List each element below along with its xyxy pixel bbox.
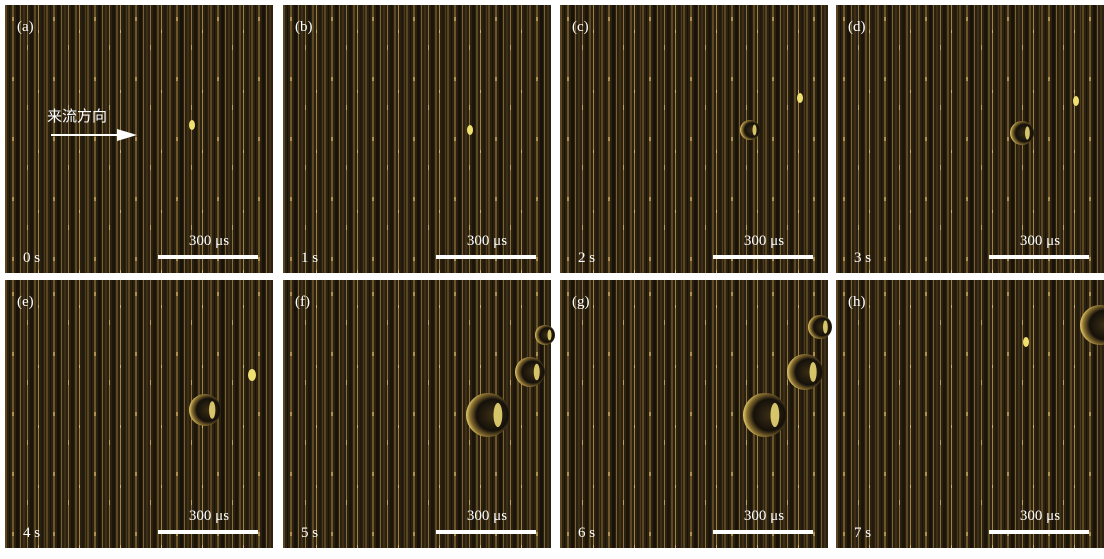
micrograph bbox=[836, 5, 1104, 273]
panel-label: (d) bbox=[848, 19, 866, 35]
micrograph bbox=[5, 5, 273, 273]
scale-bar-label: 300 μs bbox=[1020, 508, 1060, 524]
micrograph bbox=[283, 5, 551, 273]
particle bbox=[797, 93, 803, 103]
scale-bar bbox=[713, 530, 813, 534]
bubble bbox=[466, 393, 510, 437]
panel: (b) 1 s 300 μs bbox=[283, 5, 551, 273]
bubble bbox=[743, 393, 787, 437]
scale-bar-label: 300 μs bbox=[744, 508, 784, 524]
bubble-highlight bbox=[548, 330, 552, 341]
micrograph bbox=[560, 280, 828, 548]
bubble bbox=[787, 354, 823, 390]
scale-bar bbox=[436, 530, 536, 534]
particle bbox=[248, 369, 256, 381]
panel-label: (h) bbox=[848, 294, 866, 310]
time-label: 7 s bbox=[854, 525, 871, 541]
bubble bbox=[515, 357, 545, 387]
scale-bar-label: 300 μs bbox=[467, 508, 507, 524]
time-label: 6 s bbox=[578, 525, 595, 541]
bubble-highlight bbox=[209, 401, 215, 419]
panel: (a) 0 s 300 μs 来流方向 bbox=[5, 5, 273, 273]
bubble bbox=[535, 325, 555, 345]
scale-bar bbox=[713, 255, 813, 259]
scale-bar bbox=[158, 255, 258, 259]
panel-label: (b) bbox=[295, 19, 313, 35]
bubble-highlight bbox=[753, 125, 757, 136]
bubble-highlight bbox=[534, 364, 540, 381]
scale-bar-label: 300 μs bbox=[189, 508, 229, 524]
scale-bar-label: 300 μs bbox=[189, 233, 229, 249]
panel: (h) 7 s 300 μs bbox=[836, 280, 1104, 548]
bubble-highlight bbox=[810, 362, 817, 382]
panel: (d) 3 s 300 μs bbox=[836, 5, 1104, 273]
scale-bar bbox=[436, 255, 536, 259]
scale-bar-label: 300 μs bbox=[1020, 233, 1060, 249]
panel-label: (e) bbox=[17, 294, 34, 310]
bubble-highlight bbox=[494, 403, 503, 427]
time-label: 3 s bbox=[854, 250, 871, 266]
flow-direction-label: 来流方向 bbox=[47, 108, 107, 125]
panel: (e) 4 s 300 μs bbox=[5, 280, 273, 548]
panel-label: (a) bbox=[17, 19, 34, 35]
time-label: 5 s bbox=[301, 525, 318, 541]
scale-bar bbox=[989, 255, 1089, 259]
bubble bbox=[1010, 121, 1034, 145]
time-label: 2 s bbox=[578, 250, 595, 266]
panel: (f) 5 s 300 μs bbox=[283, 280, 555, 548]
panel-label: (c) bbox=[572, 19, 589, 35]
time-label: 0 s bbox=[23, 250, 40, 266]
figure: (a) 0 s 300 μs 来流方向 (b) 1 s 300 μs (c) 2 s 300 μs… bbox=[0, 0, 1104, 554]
bubble-highlight bbox=[1025, 126, 1030, 139]
panel-label: (g) bbox=[572, 294, 590, 310]
scale-bar bbox=[989, 530, 1089, 534]
bubble bbox=[808, 315, 832, 339]
scale-bar bbox=[158, 530, 258, 534]
particle bbox=[467, 125, 473, 135]
time-label: 4 s bbox=[23, 525, 40, 541]
panel-label: (f) bbox=[295, 294, 310, 310]
micrograph bbox=[836, 280, 1104, 548]
micrograph bbox=[283, 280, 551, 548]
bubble-highlight bbox=[771, 403, 780, 427]
scale-bar-label: 300 μs bbox=[744, 233, 784, 249]
micrograph bbox=[560, 5, 828, 273]
particle bbox=[1073, 96, 1079, 106]
particle bbox=[1023, 337, 1029, 347]
bubble bbox=[189, 394, 221, 426]
time-label: 1 s bbox=[301, 250, 318, 266]
micrograph bbox=[5, 280, 273, 548]
particle bbox=[189, 120, 195, 130]
bubble bbox=[740, 120, 760, 140]
bubble-highlight bbox=[823, 320, 828, 333]
panel: (c) 2 s 300 μs bbox=[560, 5, 828, 273]
panel: (g) 6 s 300 μs bbox=[560, 280, 832, 548]
scale-bar-label: 300 μs bbox=[467, 233, 507, 249]
